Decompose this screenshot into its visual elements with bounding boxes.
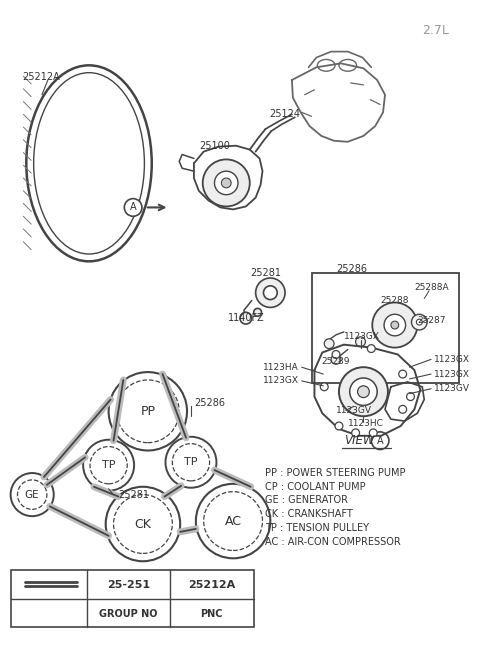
- Text: 1123GV: 1123GV: [336, 406, 372, 415]
- Circle shape: [411, 314, 427, 330]
- Circle shape: [416, 319, 422, 325]
- Text: 25286: 25286: [194, 398, 225, 409]
- Circle shape: [106, 487, 180, 561]
- Text: 25289: 25289: [321, 357, 350, 365]
- Circle shape: [356, 337, 365, 346]
- Text: 25124: 25124: [269, 109, 300, 119]
- Text: 1123HA: 1123HA: [263, 363, 299, 371]
- Circle shape: [124, 198, 142, 216]
- Circle shape: [367, 345, 375, 352]
- Text: 1123GV: 1123GV: [434, 384, 470, 393]
- Circle shape: [391, 321, 399, 329]
- Text: GROUP NO: GROUP NO: [99, 609, 157, 619]
- Circle shape: [264, 286, 277, 299]
- Circle shape: [215, 171, 238, 195]
- Text: 25281: 25281: [119, 489, 149, 500]
- Circle shape: [331, 354, 341, 364]
- Text: A: A: [130, 202, 136, 212]
- Text: TP: TP: [102, 460, 115, 470]
- Text: 2.7L: 2.7L: [422, 24, 449, 37]
- Text: 1123GX: 1123GX: [434, 355, 470, 364]
- Text: AC: AC: [225, 515, 241, 527]
- Text: 25288: 25288: [380, 296, 408, 305]
- Text: PP : POWER STEERING PUMP: PP : POWER STEERING PUMP: [265, 468, 406, 478]
- Text: 1123GX: 1123GX: [344, 332, 380, 341]
- Text: 25212A: 25212A: [23, 72, 60, 82]
- Circle shape: [352, 429, 360, 437]
- Text: 25281: 25281: [250, 268, 281, 278]
- Text: TP: TP: [184, 457, 198, 467]
- Text: CK: CK: [134, 517, 151, 531]
- Circle shape: [407, 393, 414, 400]
- Text: 25212A: 25212A: [188, 580, 235, 590]
- Text: 1140FZ: 1140FZ: [228, 313, 264, 323]
- Text: AC : AIR-CON COMPRESSOR: AC : AIR-CON COMPRESSOR: [265, 536, 401, 547]
- Circle shape: [221, 178, 231, 188]
- Circle shape: [369, 429, 377, 437]
- Text: A: A: [377, 436, 384, 445]
- Circle shape: [254, 309, 262, 316]
- Bar: [11, 570, 254, 627]
- Circle shape: [240, 312, 252, 324]
- Text: CK : CRANKSHAFT: CK : CRANKSHAFT: [265, 509, 353, 519]
- Circle shape: [320, 383, 328, 391]
- Circle shape: [324, 339, 334, 348]
- Bar: [312, 273, 458, 383]
- Circle shape: [204, 492, 263, 550]
- Circle shape: [358, 386, 369, 398]
- Text: 25286: 25286: [336, 264, 367, 274]
- Text: PNC: PNC: [200, 609, 223, 619]
- Circle shape: [335, 422, 343, 430]
- Text: PP: PP: [140, 405, 156, 418]
- Text: GE : GENERATOR: GE : GENERATOR: [265, 495, 348, 506]
- Text: 25287: 25287: [417, 316, 446, 325]
- Text: GE: GE: [25, 489, 39, 500]
- Text: 25-251: 25-251: [107, 580, 150, 590]
- Circle shape: [196, 484, 270, 558]
- Text: 1123HC: 1123HC: [348, 419, 384, 428]
- Text: 1123GX: 1123GX: [434, 369, 470, 379]
- Text: 1123GX: 1123GX: [263, 377, 299, 385]
- Circle shape: [399, 370, 407, 378]
- Circle shape: [114, 495, 172, 553]
- Circle shape: [83, 440, 134, 491]
- Text: CP : COOLANT PUMP: CP : COOLANT PUMP: [265, 482, 366, 492]
- Circle shape: [384, 314, 406, 336]
- Circle shape: [11, 473, 54, 516]
- Circle shape: [90, 447, 127, 484]
- Circle shape: [332, 350, 340, 358]
- Circle shape: [17, 480, 47, 510]
- Text: TP : TENSION PULLEY: TP : TENSION PULLEY: [265, 523, 370, 533]
- Circle shape: [339, 367, 388, 416]
- Circle shape: [172, 443, 210, 481]
- Text: 25100: 25100: [199, 141, 229, 151]
- Circle shape: [117, 380, 179, 443]
- Circle shape: [166, 437, 216, 488]
- Circle shape: [203, 159, 250, 206]
- Circle shape: [256, 278, 285, 307]
- Circle shape: [108, 372, 187, 451]
- Text: 25288A: 25288A: [414, 284, 449, 292]
- Circle shape: [350, 378, 377, 405]
- Text: VIEW: VIEW: [344, 434, 374, 447]
- Circle shape: [399, 405, 407, 413]
- Circle shape: [372, 303, 417, 348]
